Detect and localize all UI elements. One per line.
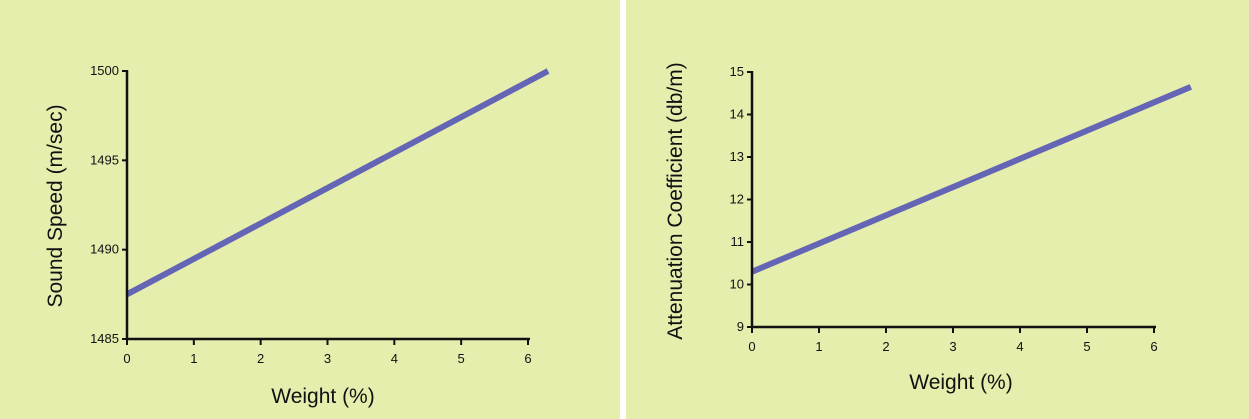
y-axis-title: Attenuation Coefficient (db/m) <box>664 62 687 339</box>
y-axis-title: Sound Speed (m/sec) <box>44 104 67 307</box>
x-tick-label: 0 <box>123 351 130 366</box>
chart-background <box>0 0 620 419</box>
x-tick-label: 2 <box>882 339 889 354</box>
x-tick-label: 1 <box>815 339 822 354</box>
x-tick-label: 6 <box>1150 339 1157 354</box>
y-tick-label: 12 <box>730 192 744 207</box>
x-tick-label: 1 <box>190 351 197 366</box>
y-tick-label: 15 <box>730 64 744 79</box>
x-tick-label: 5 <box>1083 339 1090 354</box>
y-tick-label: 9 <box>737 319 744 334</box>
x-tick-label: 4 <box>391 351 398 366</box>
y-tick-label: 1495 <box>90 152 119 167</box>
y-tick-label: 10 <box>730 277 744 292</box>
x-tick-label: 4 <box>1016 339 1023 354</box>
y-tick-label: 14 <box>730 107 744 122</box>
x-tick-label: 5 <box>458 351 465 366</box>
x-axis-title: Weight (%) <box>909 371 1012 394</box>
x-tick-label: 0 <box>748 339 755 354</box>
chart-background <box>626 0 1249 419</box>
series-line <box>125 68 550 297</box>
series-line <box>750 84 1193 275</box>
y-tick-label: 13 <box>730 149 744 164</box>
chart-panel-sound-speed: 1485 1490 1495 1500 0 1 2 3 4 5 6 Weight (%) Soun… <box>0 0 620 419</box>
y-tick-label: 1490 <box>90 242 119 257</box>
y-tick-label: 1500 <box>90 63 119 78</box>
y-tick-label: 11 <box>731 234 745 249</box>
sound-speed-chart: 1485 1490 1495 1500 0 1 2 3 4 5 6 Weight (%) Soun… <box>0 0 620 419</box>
x-tick-label: 3 <box>949 339 956 354</box>
x-axis-title: Weight (%) <box>271 385 374 408</box>
x-tick-label: 2 <box>257 351 264 366</box>
x-tick-label: 3 <box>324 351 331 366</box>
y-tick-label: 1485 <box>90 331 119 346</box>
x-tick-label: 6 <box>524 351 531 366</box>
